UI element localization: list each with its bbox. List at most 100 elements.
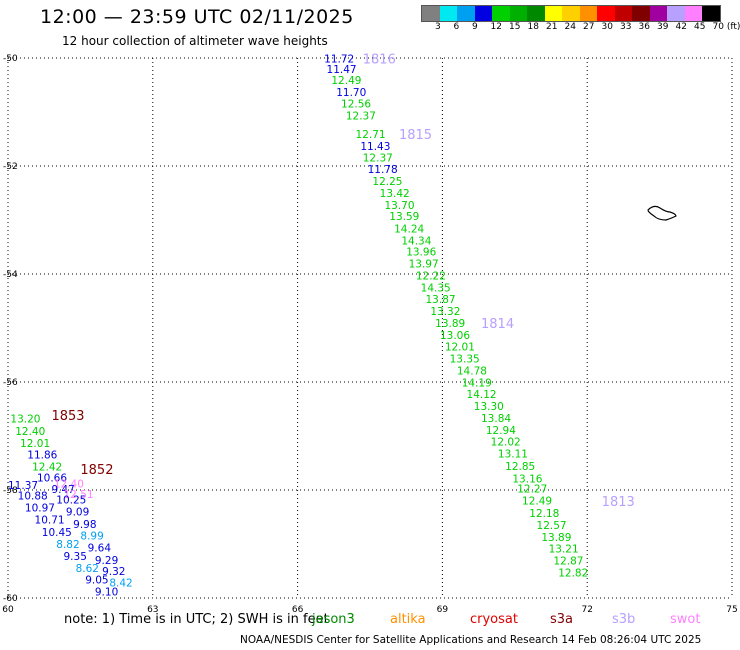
wave-height-label: 14.12 xyxy=(467,389,497,401)
wave-height-label: 10.25 xyxy=(56,495,86,507)
wave-height-label: 13.11 xyxy=(498,449,528,461)
wave-height-label: 8.42 xyxy=(109,578,132,590)
wave-height-label: 13.16 xyxy=(512,473,542,485)
wave-height-label: 12.01 xyxy=(445,342,475,354)
color-scale-label: 9 xyxy=(472,22,478,32)
color-scale-label: 30 xyxy=(601,22,613,32)
x-tick-label: 63 xyxy=(147,605,158,612)
wave-height-label: 12.51 xyxy=(64,489,94,501)
wave-height-label: 11.47 xyxy=(327,64,357,76)
color-swatch xyxy=(649,6,667,21)
pass-number-label: 1815 xyxy=(399,128,432,143)
color-scale-label: 27 xyxy=(583,22,595,32)
color-scale-label: 12 xyxy=(490,22,502,32)
color-swatch xyxy=(562,6,580,21)
x-tick-label: 72 xyxy=(581,605,592,612)
wave-height-label: 13.96 xyxy=(406,247,436,259)
wave-height-label: 12.40 xyxy=(54,478,84,490)
wave-height-label: 11.43 xyxy=(360,141,390,153)
wave-height-label: 8.99 xyxy=(80,531,103,543)
color-scale-label: 42 xyxy=(675,22,687,32)
wave-height-label: 12.37 xyxy=(346,111,376,123)
satellite-name: swot xyxy=(670,612,701,627)
wave-height-label: 9.64 xyxy=(88,543,112,555)
wave-height-label: 11.86 xyxy=(27,450,57,462)
wave-height-label: 11.37 xyxy=(8,480,38,492)
wave-height-label: 12.56 xyxy=(341,99,371,111)
wave-height-label: 13.21 xyxy=(549,544,579,556)
wave-height-label: 12.01 xyxy=(20,438,50,450)
satellite-name: altika xyxy=(390,612,426,627)
color-swatch xyxy=(509,6,527,21)
wave-height-label: 12.94 xyxy=(486,425,516,437)
wave-height-label: 12.87 xyxy=(553,556,583,568)
x-tick-label: 60 xyxy=(2,605,14,612)
satellite-name: cryosat xyxy=(470,612,518,627)
wave-height-label: 12.40 xyxy=(15,426,45,438)
wave-height-label: 12.18 xyxy=(529,508,559,520)
island-outline xyxy=(647,205,677,221)
color-scale-label: 3 xyxy=(435,22,441,32)
wave-height-label: 8.82 xyxy=(56,539,79,551)
wave-height-label: 12.42 xyxy=(32,462,62,474)
wave-height-label: 9.29 xyxy=(95,555,118,567)
satellite-name: s3b xyxy=(612,612,636,627)
wave-height-label: 13.87 xyxy=(426,294,456,306)
pass-number-label: 1816 xyxy=(363,52,396,67)
wave-height-label: 13.06 xyxy=(440,330,470,342)
y-tick-label: -60 xyxy=(3,594,18,604)
x-tick-label: 75 xyxy=(726,605,737,612)
wave-height-label: 12.57 xyxy=(537,520,567,532)
wave-height-label: 12.49 xyxy=(522,496,552,508)
wave-height-label: 13.32 xyxy=(430,306,460,318)
color-swatch xyxy=(614,6,632,21)
wave-height-label: 10.71 xyxy=(35,514,65,526)
wave-height-label: 10.66 xyxy=(37,472,67,484)
wave-height-label: 11.72 xyxy=(324,53,354,65)
wave-height-label: 12.49 xyxy=(331,75,361,87)
wave-height-label: 9.35 xyxy=(64,551,87,563)
color-swatch xyxy=(667,6,685,21)
color-swatch xyxy=(457,6,475,21)
pass-number-label: 1853 xyxy=(51,409,84,424)
wave-height-label: 13.42 xyxy=(380,188,410,200)
wave-height-label: 12.71 xyxy=(356,129,386,141)
color-scale-label: 15 xyxy=(509,22,521,32)
color-swatch xyxy=(684,6,702,21)
wave-height-label: 10.97 xyxy=(25,503,55,515)
wave-height-label: 12.37 xyxy=(363,153,393,165)
color-swatch xyxy=(527,6,545,21)
wave-height-label: 12.25 xyxy=(372,176,402,188)
y-tick-label: -56 xyxy=(3,378,18,388)
wave-height-label: 9.10 xyxy=(95,586,118,598)
credit-line: NOAA/NESDIS Center for Satellite Applica… xyxy=(240,634,702,646)
color-swatch xyxy=(597,6,615,21)
color-swatch xyxy=(439,6,457,21)
wave-height-label: 13.89 xyxy=(435,318,465,330)
color-swatch xyxy=(579,6,597,21)
pass-number-label: 1813 xyxy=(602,495,635,510)
wave-height-label: 12.22 xyxy=(416,270,446,282)
wave-height-label: 11.70 xyxy=(336,87,366,99)
satellite-name: jason3 xyxy=(312,612,355,627)
x-tick-label: 66 xyxy=(292,605,304,612)
wave-height-label: 14.19 xyxy=(462,377,492,389)
wave-height-label: 9.47 xyxy=(51,484,74,496)
map-title: 12:00 — 23:59 UTC 02/11/2025 xyxy=(40,6,354,28)
color-scale-label: 21 xyxy=(546,22,558,32)
wave-height-label: 10.88 xyxy=(18,491,48,503)
pass-number-label: 1852 xyxy=(80,463,113,478)
wave-height-label: 12.02 xyxy=(491,437,521,449)
wave-height-label: 12.85 xyxy=(505,461,535,473)
wave-height-label: 14.24 xyxy=(394,223,424,235)
color-scale-label: 24 xyxy=(564,22,576,32)
wave-height-label: 13.20 xyxy=(10,414,40,426)
color-swatch xyxy=(632,6,650,21)
wave-height-label: 10.45 xyxy=(42,527,72,539)
color-swatch xyxy=(544,6,562,21)
color-scale-label: 33 xyxy=(620,22,632,32)
satellite-name: s3a xyxy=(550,612,574,627)
wave-height-label: 12.27 xyxy=(517,484,547,496)
wave-height-label: 14.78 xyxy=(457,365,487,377)
wave-height-label: 13.97 xyxy=(409,259,439,271)
